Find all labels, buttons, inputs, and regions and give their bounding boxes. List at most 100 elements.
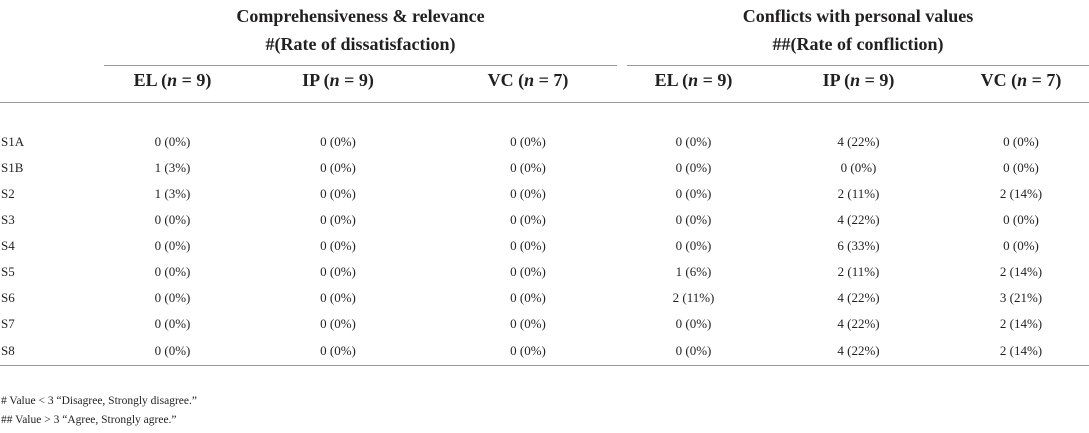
table-cell: 0 (0%) — [623, 336, 764, 366]
table-row: S1B 1 (3%) 0 (0%) 0 (0%) 0 (0%) 0 (0%) 0 (0%) — [0, 155, 1089, 181]
column-header: VC (n = 7) — [953, 66, 1089, 103]
row-label: S6 — [1, 289, 15, 305]
table-cell: 0 (0%) — [840, 159, 877, 175]
table-cell: 2 (11%) — [672, 289, 715, 305]
column-header-label: IP ( — [302, 70, 330, 91]
table-cell: 0 (0%) — [1003, 159, 1039, 175]
table-cell: 0 (0%) — [243, 336, 433, 366]
column-header-n: n — [688, 70, 699, 91]
table-cell: 0 (0%) — [154, 237, 191, 253]
column-header-n: n — [1017, 70, 1028, 91]
table-cell: 2 (14%) — [953, 336, 1089, 366]
group-header-line2: #(Rate of dissatisfaction) — [265, 34, 456, 54]
table-cell: 2 (11%) — [837, 185, 880, 201]
row-label: S3 — [1, 211, 15, 227]
group-header-line2: ##(Rate of confliction) — [772, 34, 944, 54]
table-cell: 4 (22%) — [837, 211, 880, 227]
row-label: S2 — [1, 185, 15, 201]
table-cell: 0 (0%) — [510, 211, 546, 227]
table-row: S7 0 (0%) 0 (0%) 0 (0%) 0 (0%) 4 (22%) 2 (14%) — [0, 311, 1089, 337]
column-header: VC (n = 7) — [433, 66, 623, 103]
table-cell: 0 (0%) — [675, 185, 712, 201]
table-cell: 0 (0%) — [320, 133, 356, 149]
group-header-comprehensiveness: Comprehensiveness & relevance #(Rate of … — [0, 0, 623, 66]
column-header: EL (n = 9) — [102, 66, 243, 103]
table-cell: 0 (0%) — [675, 133, 712, 149]
table-cell: 0 (0%) — [510, 133, 546, 149]
table-cell: 0 (0%) — [433, 336, 623, 366]
column-header-n: n — [167, 70, 178, 91]
table-cell: 3 (21%) — [999, 289, 1043, 305]
column-header-n: n — [850, 70, 861, 91]
table-cell: 0 (0%) — [510, 315, 546, 331]
table-row: S5 0 (0%) 0 (0%) 0 (0%) 1 (6%) 2 (11%) 2 (14%) — [0, 259, 1089, 285]
column-header: EL (n = 9) — [623, 66, 764, 103]
column-header-count: = 7) — [534, 70, 569, 91]
table-cell: 0 (0%) — [154, 211, 191, 227]
table-cell: 2 (14%) — [999, 315, 1043, 331]
footnotes: # Value < 3 “Disagree, Strongly disagree… — [1, 392, 197, 430]
column-header-count: = 9) — [339, 70, 374, 91]
column-header-n: n — [329, 70, 340, 91]
table-cell: 0 (0%) — [510, 185, 546, 201]
table-row: S3 0 (0%) 0 (0%) 0 (0%) 0 (0%) 4 (22%) 0 (0%) — [0, 207, 1089, 233]
table-cell: 0 (0%) — [102, 336, 243, 366]
results-table: Comprehensiveness & relevance #(Rate of … — [0, 0, 1089, 366]
column-header-label: EL ( — [133, 70, 168, 91]
column-header-label: VC ( — [980, 70, 1018, 91]
row-label-header — [0, 66, 102, 103]
table-cell: 0 (0%) — [510, 289, 546, 305]
table-cell: 0 (0%) — [675, 315, 712, 331]
column-header: IP (n = 9) — [764, 66, 953, 103]
group-header-line1: Comprehensiveness & relevance — [236, 6, 485, 26]
table-cell: 4 (22%) — [837, 289, 880, 305]
table-row: S6 0 (0%) 0 (0%) 0 (0%) 2 (11%) 4 (22%) 3 (21%… — [0, 285, 1089, 311]
table-cell: 0 (0%) — [510, 237, 546, 253]
table-cell: 2 (14%) — [999, 185, 1043, 201]
table-cell: 4 (22%) — [837, 133, 880, 149]
table-cell: 0 (0%) — [320, 237, 356, 253]
footnote: # Value < 3 “Disagree, Strongly disagree… — [1, 395, 197, 407]
table-cell: 1 (3%) — [154, 185, 191, 201]
column-header-count: = 9) — [698, 70, 733, 91]
column-header-count: = 7) — [1027, 70, 1062, 91]
table-cell: 0 (0%) — [154, 315, 191, 331]
table-cell: 0 (0%) — [320, 289, 356, 305]
column-header-count: = 9) — [860, 70, 895, 91]
column-header-count: = 9) — [177, 70, 212, 91]
table-cell: 0 (0%) — [320, 263, 356, 279]
table-cell: 0 (0%) — [675, 211, 712, 227]
table-cell: 2 (14%) — [999, 263, 1043, 279]
row-label: S1A — [1, 133, 25, 149]
table-cell: 1 (3%) — [154, 159, 191, 175]
row-label: S8 — [0, 336, 102, 366]
table-cell: 2 (11%) — [837, 263, 880, 279]
row-label: S4 — [1, 237, 15, 253]
footnote: ## Value > 3 “Agree, Strongly agree.” — [1, 414, 177, 426]
group-header-conflicts: Conflicts with personal values ##(Rate o… — [623, 0, 1089, 66]
table-cell: 6 (33%) — [837, 237, 880, 253]
table-cell: 0 (0%) — [320, 185, 356, 201]
table-cell: 0 (0%) — [510, 263, 546, 279]
table-cell: 4 (22%) — [837, 315, 880, 331]
row-label: S7 — [1, 315, 15, 331]
row-label: S5 — [1, 263, 15, 279]
row-label: S1B — [1, 159, 24, 175]
column-header-label: VC ( — [487, 70, 525, 91]
table-cell: 0 (0%) — [154, 289, 191, 305]
table-row: S2 1 (3%) 0 (0%) 0 (0%) 0 (0%) 2 (11%) 2 (14%) — [0, 181, 1089, 207]
table-cell: 0 (0%) — [1003, 133, 1039, 149]
table-cell: 0 (0%) — [510, 159, 546, 175]
table-cell: 0 (0%) — [1003, 211, 1039, 227]
column-header-label: IP ( — [822, 70, 851, 91]
table-cell: 0 (0%) — [154, 133, 191, 149]
column-header-n: n — [524, 70, 535, 91]
column-header: IP (n = 9) — [243, 66, 433, 103]
table-cell: 0 (0%) — [320, 315, 356, 331]
table-cell: 0 (0%) — [675, 237, 712, 253]
table-row: S4 0 (0%) 0 (0%) 0 (0%) 0 (0%) 6 (33%) 0 (0%) — [0, 233, 1089, 259]
table-row: S1A 0 (0%) 0 (0%) 0 (0%) 0 (0%) 4 (22%) 0 (0%) — [0, 129, 1089, 155]
group-header-line1: Conflicts with personal values — [742, 6, 974, 26]
table-cell: 0 (0%) — [154, 263, 191, 279]
